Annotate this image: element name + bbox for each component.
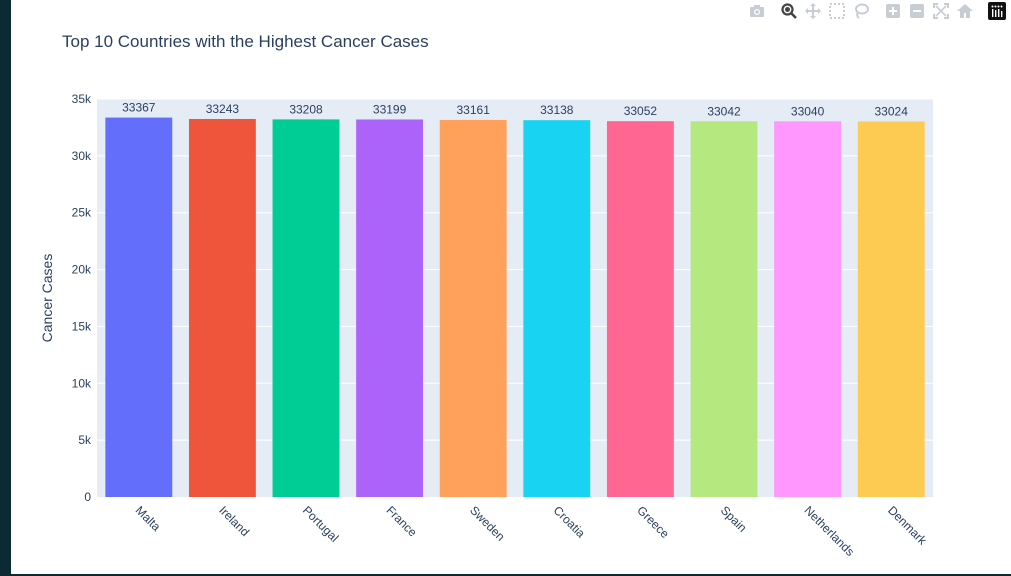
autoscale-icon[interactable]: [932, 2, 950, 20]
camera-icon[interactable]: [748, 2, 766, 20]
y-tick-label: 10k: [72, 376, 92, 390]
pan-icon[interactable]: [804, 2, 822, 20]
zoom-in-icon[interactable]: [884, 2, 902, 20]
data-label: 33199: [373, 102, 407, 116]
x-tick-label: Netherlands: [801, 503, 857, 559]
data-label: 33367: [122, 101, 156, 115]
modebar: [748, 2, 1008, 22]
y-tick-label: 5k: [78, 433, 92, 447]
y-tick-label: 15k: [72, 319, 92, 333]
x-tick-label: Portugal: [300, 503, 342, 545]
bar: [356, 119, 424, 497]
reset-axes-icon[interactable]: [956, 2, 974, 20]
bar: [523, 120, 591, 498]
bar: [857, 121, 925, 497]
x-tick-label: Croatia: [551, 503, 588, 540]
lasso-select-icon[interactable]: [852, 2, 870, 20]
x-tick-label: Malta: [133, 503, 164, 534]
zoom-icon[interactable]: [780, 2, 798, 20]
y-tick-label: 35k: [72, 92, 92, 106]
y-tick-label: 0: [84, 490, 91, 504]
window-frame-bottom: [0, 574, 1011, 576]
bar: [272, 119, 340, 498]
x-tick-label: Spain: [718, 503, 750, 535]
box-select-icon[interactable]: [828, 2, 846, 20]
data-label: 33024: [875, 104, 909, 118]
data-label: 33208: [289, 102, 323, 116]
y-tick-label: 25k: [72, 206, 92, 220]
window-frame-left: [0, 0, 11, 576]
x-tick-label: Ireland: [216, 503, 252, 539]
data-label: 33042: [707, 104, 741, 118]
bar: [690, 121, 758, 497]
y-tick-label: 20k: [72, 263, 92, 277]
plotly-logo-icon[interactable]: [988, 2, 1006, 20]
data-label: 33161: [457, 103, 491, 117]
x-tick-label: Denmark: [885, 503, 930, 548]
zoom-out-icon[interactable]: [908, 2, 926, 20]
bar: [188, 118, 256, 497]
data-label: 33243: [206, 102, 240, 116]
data-label: 33052: [624, 104, 658, 118]
x-tick-label: Sweden: [467, 503, 508, 544]
y-tick-label: 30k: [72, 149, 92, 163]
bar: [105, 117, 173, 497]
y-axis-title: Cancer Cases: [39, 254, 55, 343]
x-tick-label: France: [383, 503, 420, 540]
bar: [606, 121, 674, 497]
chart-title: Top 10 Countries with the Highest Cancer…: [62, 32, 429, 51]
data-label: 33138: [540, 103, 574, 117]
data-label: 33040: [791, 104, 825, 118]
x-tick-label: Greece: [634, 503, 672, 541]
bar: [774, 121, 842, 498]
bar: [439, 119, 507, 498]
